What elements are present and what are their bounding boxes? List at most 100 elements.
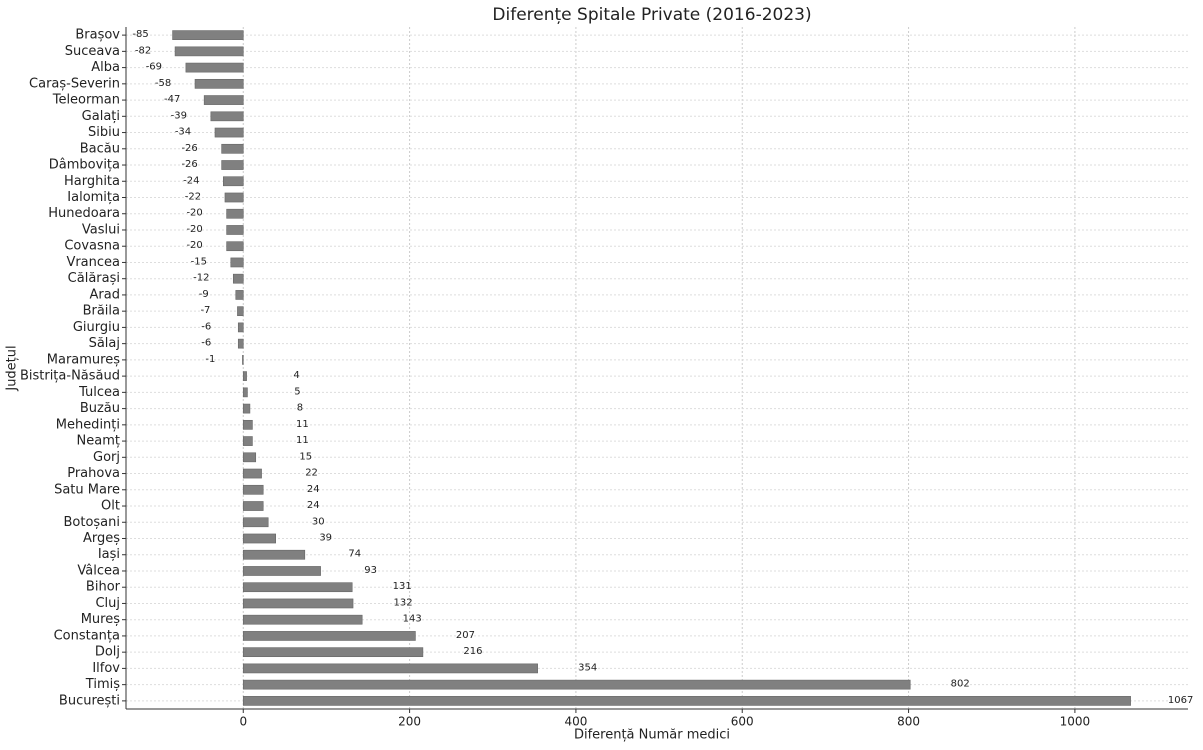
y-tick-label: Cluj	[95, 596, 120, 611]
value-label: 24	[307, 484, 320, 495]
value-label: 216	[463, 646, 482, 657]
y-tick-label: Vrancea	[66, 255, 120, 270]
y-tick-label: Dâmbovița	[49, 158, 120, 173]
x-tick-label: 1000	[1060, 715, 1091, 729]
y-tick-label: Teleorman	[52, 93, 120, 108]
bar	[210, 111, 244, 122]
bar	[242, 387, 248, 398]
bar	[242, 452, 257, 463]
x-tick-label: 400	[564, 715, 587, 729]
bar	[242, 549, 306, 560]
y-tick-label: Galați	[82, 109, 120, 124]
y-tick-label: Brașov	[75, 28, 120, 43]
y-tick-label: Covasna	[64, 239, 120, 254]
bar	[242, 614, 363, 625]
bar	[226, 241, 244, 252]
y-tick-label: Hunedoara	[48, 206, 120, 221]
bar	[224, 192, 244, 203]
y-tick-label: Timiș	[85, 677, 120, 692]
bar	[223, 176, 244, 187]
value-label: -24	[183, 175, 199, 186]
value-label: 30	[312, 516, 325, 527]
value-label: 802	[951, 679, 970, 690]
value-label: -1	[205, 354, 215, 365]
bar	[194, 78, 244, 89]
y-tick-label: Giurgiu	[73, 320, 120, 335]
bar	[221, 160, 244, 170]
value-label: -20	[186, 240, 202, 251]
bar	[242, 468, 262, 479]
bar	[242, 436, 253, 446]
x-tick-label: 0	[239, 715, 247, 729]
bar	[237, 338, 244, 349]
value-label: -7	[200, 305, 210, 316]
y-tick-label: Sălaj	[89, 336, 120, 351]
x-tick-label: 600	[731, 715, 754, 729]
value-label: 11	[296, 419, 309, 430]
y-tick-label: Neamț	[77, 434, 120, 449]
value-label: 4	[293, 370, 299, 381]
bar	[242, 598, 354, 609]
value-label: -20	[186, 224, 202, 235]
y-tick-label: Arad	[90, 287, 120, 302]
y-tick-label: Călărași	[68, 271, 120, 286]
bar	[242, 566, 321, 576]
y-tick-label: Suceava	[65, 44, 120, 59]
bar	[242, 501, 264, 511]
value-label: 24	[307, 500, 320, 511]
value-label: -20	[186, 208, 202, 219]
value-label: 8	[297, 403, 303, 414]
bar	[237, 306, 244, 317]
y-tick-label: Mehedinți	[56, 417, 120, 432]
bar	[242, 679, 911, 690]
value-label: 132	[393, 597, 412, 608]
x-tick-label: 200	[398, 715, 421, 729]
value-label: 354	[578, 662, 597, 673]
bar	[242, 582, 353, 593]
value-label: 15	[299, 451, 312, 462]
bar	[226, 225, 244, 235]
value-label: 74	[348, 549, 361, 560]
value-label: 207	[456, 630, 475, 641]
bar	[242, 403, 251, 414]
bar	[174, 46, 244, 57]
y-tick-label: Constanța	[54, 628, 120, 643]
y-tick-label: Caraș-Severin	[29, 76, 120, 91]
bar	[242, 355, 244, 365]
y-tick-label: Mureș	[81, 612, 121, 627]
bar	[230, 257, 244, 268]
y-tick-label: Olt	[101, 499, 120, 514]
y-axis-title: Județul	[5, 345, 20, 391]
y-tick-label: Alba	[91, 60, 120, 75]
bar	[242, 631, 416, 641]
value-label: -26	[181, 143, 197, 154]
value-label: -58	[155, 78, 171, 89]
value-label: -26	[181, 159, 197, 170]
bar	[242, 663, 538, 674]
value-label: -85	[132, 29, 148, 40]
y-tick-label: Gorj	[93, 450, 120, 465]
bar	[242, 419, 253, 430]
value-label: 11	[296, 435, 309, 446]
y-tick-label: Brăila	[83, 304, 120, 319]
y-tick-label: Maramureș	[47, 352, 120, 367]
value-label: 1067	[1168, 695, 1193, 706]
value-label: -69	[146, 62, 162, 73]
y-tick-label: Botoșani	[63, 515, 120, 530]
bar	[242, 647, 424, 658]
value-label: 5	[294, 386, 300, 397]
bar	[232, 273, 244, 284]
y-tick-label: Bacău	[80, 141, 120, 156]
y-tick-label: Ilfov	[92, 661, 120, 676]
value-label: 22	[305, 468, 318, 479]
bar	[237, 322, 244, 333]
bar	[214, 127, 244, 138]
y-tick-label: Iași	[98, 547, 120, 562]
y-tick-label: Vaslui	[82, 222, 120, 237]
bar	[235, 290, 244, 300]
bar	[172, 30, 244, 40]
value-label: -15	[191, 256, 207, 267]
value-label: 39	[319, 533, 332, 544]
value-label: -22	[185, 192, 201, 203]
